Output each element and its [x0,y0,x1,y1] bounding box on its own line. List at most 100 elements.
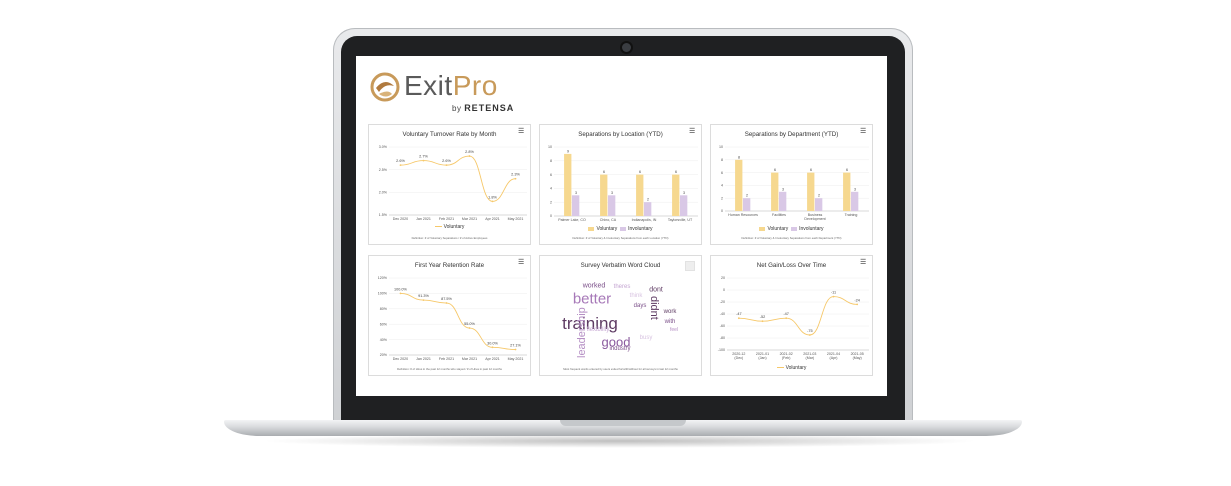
logo-exit: Exit [404,70,453,101]
data-label: 55.0% [464,322,475,326]
data-label: -52 [760,315,766,319]
word-cloud-word: dont [649,286,663,294]
x-tick-label: Palmer Lake, CO [558,218,586,222]
bar-value-label: 6 [810,168,812,172]
bar [743,198,751,211]
data-point [445,302,448,304]
bar [843,172,851,211]
bar [771,172,779,211]
series-line [400,155,516,202]
panel-separations-department: Separations by Department (YTD) ☰ 0 2 4 6 8 1… [710,124,873,245]
data-point [785,317,788,320]
dashboard-screen: ExitPro by RETENSA Voluntary Turnover Ra… [356,56,887,396]
y-tick-label: 20% [380,353,388,357]
panel-word-cloud: Survey Verbatim Word Cloud better trainin… [539,255,702,376]
panel-title: Net Gain/Loss Over Time [756,262,827,269]
x-tick-label: (Mar) [806,356,815,360]
hamburger-menu-icon[interactable]: ☰ [689,128,696,135]
x-tick-label: Dec 2020 [393,357,408,361]
exitpro-logo[interactable]: ExitPro by RETENSA [370,70,550,114]
chart-footnote: Definition: # of Voluntary & Involuntary… [572,236,669,240]
bar-value-label: 3 [683,191,685,195]
word-cloud-word: industry [609,346,631,352]
data-label: -11 [831,291,836,295]
bar-value-label: 6 [846,168,848,172]
y-tick-label: 2.5% [379,168,388,172]
y-tick-label: 10 [548,145,552,149]
y-tick-label: 6 [550,173,552,177]
netgain-chart: -100 -80 -60 -40 -20 0 20 2020-12(Dec) 2021-01(J… [718,276,869,360]
bar-value-label: 3 [854,187,856,191]
x-tick-label: 2021-01 [756,352,769,356]
data-label: 100.0% [394,287,408,291]
x-tick-label: May 2021 [508,217,524,221]
data-point [468,155,471,157]
camera-icon [622,43,631,52]
data-point [491,200,494,203]
chart-legend: Voluntary Involuntary [540,226,701,232]
data-label: 30.0% [487,341,498,345]
chart-footnote: Most frequent words entered by users exi… [563,367,678,371]
laptop-notch [560,420,686,426]
logo-wordmark: ExitPro [404,70,498,102]
x-tick-label: Indianapolis, IN [632,218,657,222]
hamburger-menu-icon[interactable]: ☰ [860,259,867,266]
x-tick-label: Dec 2020 [393,217,408,221]
data-point [856,303,859,306]
legend-voluntary: Voluntary [443,224,465,230]
legend-voluntary: Voluntary [767,226,789,232]
logo-by-text: by [452,104,462,113]
bar-value-label: 6 [639,170,641,174]
legend-voluntary: Voluntary [785,365,807,371]
bar [779,191,787,211]
data-point [399,164,402,167]
y-tick-label: -40 [720,312,725,316]
data-point [514,348,517,351]
department-chart: 0 2 4 6 8 10 8 2 Human Resources 6 3 Facilities 6 2 Bu… [719,145,869,221]
panel-title: Voluntary Turnover Rate by Month [402,131,497,138]
y-tick-label: 8 [721,158,723,162]
series-line [400,292,516,350]
bar-value-label: 2 [746,194,748,198]
chart-legend: Voluntary Involuntary [711,226,872,232]
logo-byline: by RETENSA [452,103,514,113]
bar-value-label: 3 [575,191,577,195]
y-tick-label: 40% [380,338,388,342]
y-tick-label: 120% [378,276,388,280]
bar [564,153,572,216]
data-point [445,164,448,167]
word-cloud-word: days [633,303,647,309]
x-tick-label: Mar 2021 [462,357,477,361]
x-tick-label: Human Resources [728,213,758,217]
turnover-chart: 1.5% 2.0% 2.5% 3.0% Dec 2020 Jan 2021 Feb 2021… [379,145,527,221]
data-point [468,327,471,329]
legend-involuntary: Involuntary [799,226,824,232]
x-tick-label: Development [804,217,825,221]
legend-involuntary: Involuntary [628,226,653,232]
word-cloud-options-icon[interactable] [685,261,695,271]
bar [572,195,580,216]
panel-title: Survey Verbatim Word Cloud [580,262,661,269]
x-tick-label: Mar 2021 [462,217,477,221]
bar-value-label: 6 [675,170,677,174]
x-tick-label: Chino, CA [600,218,617,222]
chart-legend: Voluntary [711,365,872,371]
hamburger-menu-icon[interactable]: ☰ [518,128,525,135]
data-point [808,334,811,336]
data-label: -47 [783,312,789,316]
hamburger-menu-icon[interactable]: ☰ [860,128,867,135]
x-tick-label: Feb 2021 [439,217,454,221]
data-label: 2.7% [419,155,428,159]
logo-pro: Pro [452,70,498,101]
y-tick-label: 2 [721,196,723,200]
word-cloud-word: feel [669,327,679,333]
word-cloud-word: didnt [648,296,660,320]
y-tick-label: 6 [721,171,723,175]
x-tick-label: Apr 2021 [485,217,500,221]
bar-value-label: 3 [611,191,613,195]
hamburger-menu-icon[interactable]: ☰ [518,259,525,266]
data-label: -47 [736,312,742,316]
panel-title: Separations by Location (YTD) [578,131,663,138]
word-cloud-word: better [572,290,612,308]
data-point [491,346,494,349]
